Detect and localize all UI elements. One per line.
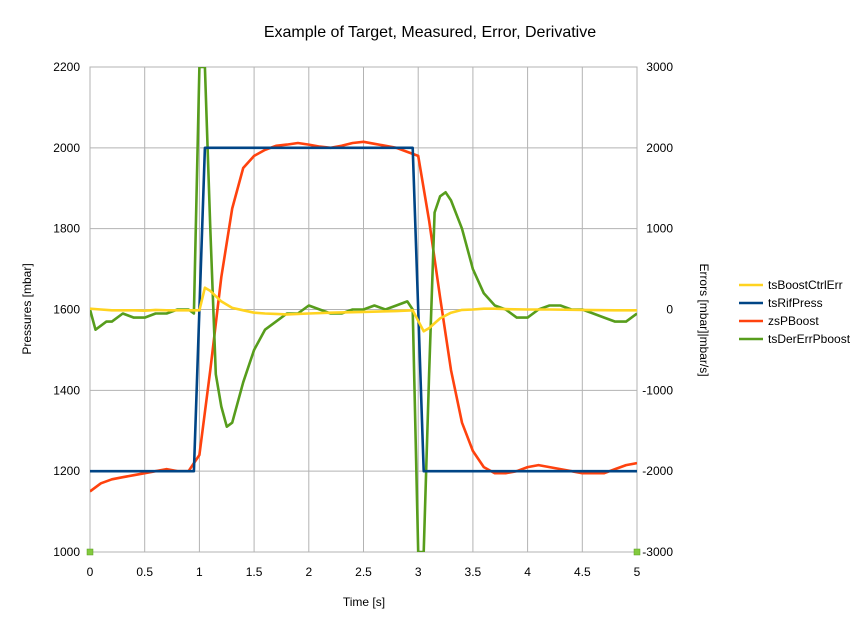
x-tick-label: 1.5 — [246, 565, 263, 579]
y-tick-label: 1600 — [53, 303, 80, 317]
legend-label: tsDerErrPboost — [768, 332, 851, 346]
y2-tick-label: -2000 — [642, 464, 673, 478]
legend: tsBoostCtrlErr tsRifPress zsPBoost tsDerErr… — [739, 278, 851, 346]
y-tick-label: 1200 — [53, 464, 80, 478]
y-tick-label: 2000 — [53, 141, 80, 155]
chart-title: Example of Target, Measured, Error, Deri… — [264, 24, 596, 41]
y2-tick-label: -1000 — [642, 383, 673, 397]
x-tick-label: 4 — [524, 565, 531, 579]
y-tick-labels: 1000 1200 1400 1600 1800 2000 2200 — [53, 60, 80, 559]
left-axis-marker — [86, 548, 94, 556]
y2-tick-label: 0 — [666, 303, 673, 317]
series-lines — [90, 67, 637, 552]
series-line-tsRifPress — [90, 146, 637, 473]
x-tick-labels: 0 0.5 1 1.5 2 2.5 3 3.5 4 4.5 5 — [87, 565, 641, 579]
x-tick-label: 2.5 — [355, 565, 372, 579]
series-line-tsBoostCtrlErr — [90, 286, 637, 333]
right-axis-marker — [633, 548, 641, 556]
y2-tick-label: -3000 — [642, 545, 673, 559]
y2-tick-labels: -3000 -2000 -1000 0 1000 2000 3000 — [642, 60, 673, 559]
x-tick-label: 0 — [87, 565, 94, 579]
y2-tick-label: 2000 — [646, 141, 673, 155]
y-tick-label: 1800 — [53, 222, 80, 236]
legend-label: tsRifPress — [768, 296, 823, 310]
y-tick-label: 1400 — [53, 383, 80, 397]
y2-tick-label: 1000 — [646, 222, 673, 236]
y2-axis-title: Errors [mbar]|mbar/s] — [697, 263, 711, 376]
y-tick-label: 1000 — [53, 545, 80, 559]
y-axis-title: Pressures [mbar] — [20, 263, 34, 354]
x-axis-title: Time [s] — [343, 595, 385, 609]
legend-label: zsPBoost — [768, 314, 819, 328]
x-tick-label: 0.5 — [136, 565, 153, 579]
x-tick-label: 1 — [196, 565, 203, 579]
x-tick-label: 3 — [415, 565, 422, 579]
x-tick-label: 4.5 — [574, 565, 591, 579]
x-tick-label: 5 — [634, 565, 641, 579]
x-tick-label: 3.5 — [465, 565, 482, 579]
legend-label: tsBoostCtrlErr — [768, 278, 843, 292]
x-tick-label: 2 — [305, 565, 312, 579]
y-tick-label: 2200 — [53, 60, 80, 74]
axis-markers — [86, 548, 641, 556]
y2-tick-label: 3000 — [646, 60, 673, 74]
